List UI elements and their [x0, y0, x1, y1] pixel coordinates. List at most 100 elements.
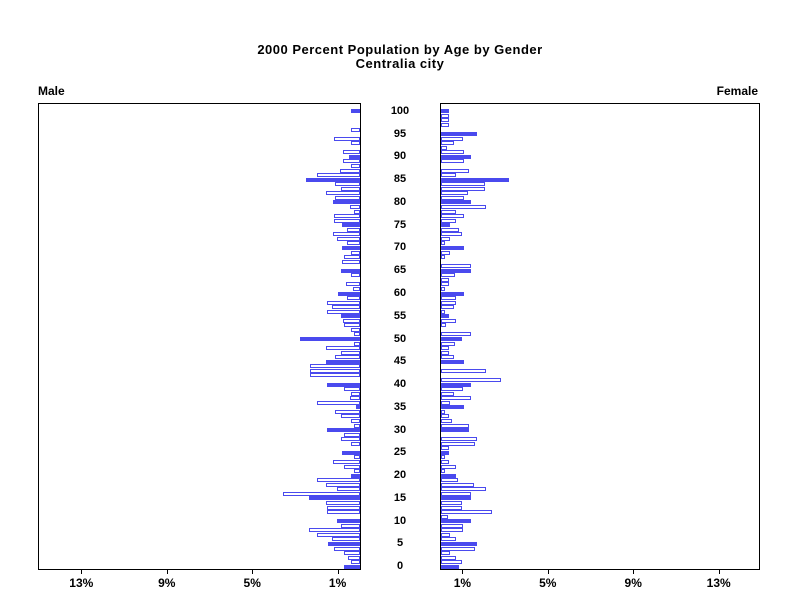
percent-axis-tick	[718, 569, 720, 574]
age-axis-label-80: 80	[393, 195, 407, 208]
female-bar-age-2	[441, 555, 456, 560]
female-bar-age-37	[441, 396, 471, 401]
female-bar-age-1	[441, 560, 462, 565]
male-bar-age-71	[347, 241, 360, 246]
female-bar-age-99	[441, 113, 449, 118]
age-axis-label-75: 75	[393, 218, 407, 231]
male-bar-age-86	[317, 173, 360, 178]
female-bar-age-21	[441, 469, 445, 474]
female-bar-age-34	[441, 409, 445, 414]
male-bar-age-18	[326, 482, 360, 487]
male-bar-age-48	[326, 346, 360, 351]
female-bar-age-85	[441, 177, 509, 182]
male-bar-age-56	[327, 309, 360, 314]
male-bar-age-57	[332, 305, 360, 310]
male-bar-age-30	[327, 428, 360, 433]
male-bar-age-35	[356, 405, 360, 410]
male-panel	[38, 103, 361, 570]
female-bar-age-0	[441, 564, 459, 569]
female-bar-age-20	[441, 473, 456, 478]
female-bar-age-43	[441, 368, 486, 373]
chart-subtitle: Centralia city	[355, 56, 445, 71]
female-bar-age-60	[441, 291, 464, 296]
age-axis-label-10: 10	[393, 514, 407, 527]
female-bar-age-38	[441, 391, 454, 396]
female-bar-age-63	[441, 277, 449, 282]
male-bar-age-24	[354, 455, 360, 460]
male-bar-age-55	[341, 314, 360, 319]
female-bar-age-56	[441, 309, 445, 314]
male-bar-age-62	[346, 282, 360, 287]
female-bar-age-32	[441, 419, 452, 423]
female-bar-age-13	[441, 505, 462, 510]
male-panel-label: Male	[38, 84, 65, 98]
male-bar-age-87	[340, 168, 360, 173]
male-bar-age-16	[283, 491, 360, 496]
female-bar-age-83	[441, 186, 485, 191]
male-bar-age-5	[328, 541, 360, 546]
male-bar-age-25	[342, 450, 360, 455]
male-bar-age-39	[344, 387, 360, 392]
male-bar-age-65	[341, 268, 360, 273]
male-bar-age-37	[350, 396, 360, 401]
female-bar-age-41	[441, 378, 501, 382]
female-bar-age-90	[441, 154, 471, 159]
percent-axis-label-13%: 13%	[706, 576, 731, 590]
female-bar-age-47	[441, 350, 449, 355]
male-bar-age-70	[342, 245, 360, 250]
female-bar-age-73	[441, 232, 462, 237]
male-bar-age-44	[310, 364, 360, 369]
male-bar-age-17	[337, 487, 360, 492]
female-bar-age-4	[441, 546, 475, 551]
age-axis-label-5: 5	[396, 537, 404, 550]
male-bar-age-61	[353, 286, 360, 291]
female-bar-age-49	[441, 341, 455, 346]
male-bar-age-68	[344, 255, 360, 259]
female-bar-age-71	[441, 241, 445, 246]
male-bar-age-27	[351, 441, 360, 446]
age-axis-label-25: 25	[393, 446, 407, 459]
female-bar-age-80	[441, 200, 471, 205]
male-bar-age-32	[351, 419, 360, 423]
male-bar-age-49	[354, 341, 360, 346]
female-bar-age-51	[441, 332, 471, 337]
male-bar-age-89	[343, 159, 360, 164]
male-bar-age-36	[317, 400, 360, 405]
male-bar-age-46	[335, 355, 360, 360]
female-bar-age-36	[441, 400, 450, 405]
male-bar-age-50	[300, 337, 360, 341]
female-bar-age-9	[441, 523, 463, 528]
female-bar-age-25	[441, 450, 449, 455]
male-bar-age-83	[341, 186, 360, 191]
male-bar-age-59	[347, 296, 360, 300]
female-bar-age-24	[441, 455, 445, 460]
male-bar-age-84	[335, 182, 360, 187]
female-bar-age-26	[441, 446, 449, 451]
female-bar-age-28	[441, 437, 477, 442]
female-bar-age-11	[441, 514, 448, 519]
male-bar-age-13	[327, 505, 360, 510]
female-bar-age-10	[441, 519, 471, 524]
age-axis-label-60: 60	[393, 287, 407, 299]
female-bar-age-76	[441, 218, 456, 223]
male-bar-age-93	[351, 141, 360, 146]
female-bar-age-66	[441, 264, 471, 269]
age-axis-label-15: 15	[393, 491, 407, 504]
female-bar-age-48	[441, 346, 449, 351]
male-bar-age-47	[341, 350, 360, 355]
female-bar-age-68	[441, 255, 445, 259]
female-bar-age-40	[441, 382, 471, 387]
female-bar-age-84	[441, 182, 485, 187]
male-bar-age-40	[327, 382, 360, 387]
male-bar-age-94	[334, 136, 360, 141]
male-bar-age-45	[326, 359, 360, 364]
age-axis-label-100: 100	[390, 104, 410, 117]
male-bar-age-77	[334, 214, 360, 218]
female-bar-age-53	[441, 323, 446, 328]
female-bar-age-18	[441, 482, 474, 487]
female-bar-age-27	[441, 441, 475, 446]
female-bar-age-59	[441, 296, 456, 300]
age-axis-label-40: 40	[393, 378, 407, 390]
age-axis-label-20: 20	[393, 469, 407, 482]
male-bar-age-72	[337, 236, 360, 241]
